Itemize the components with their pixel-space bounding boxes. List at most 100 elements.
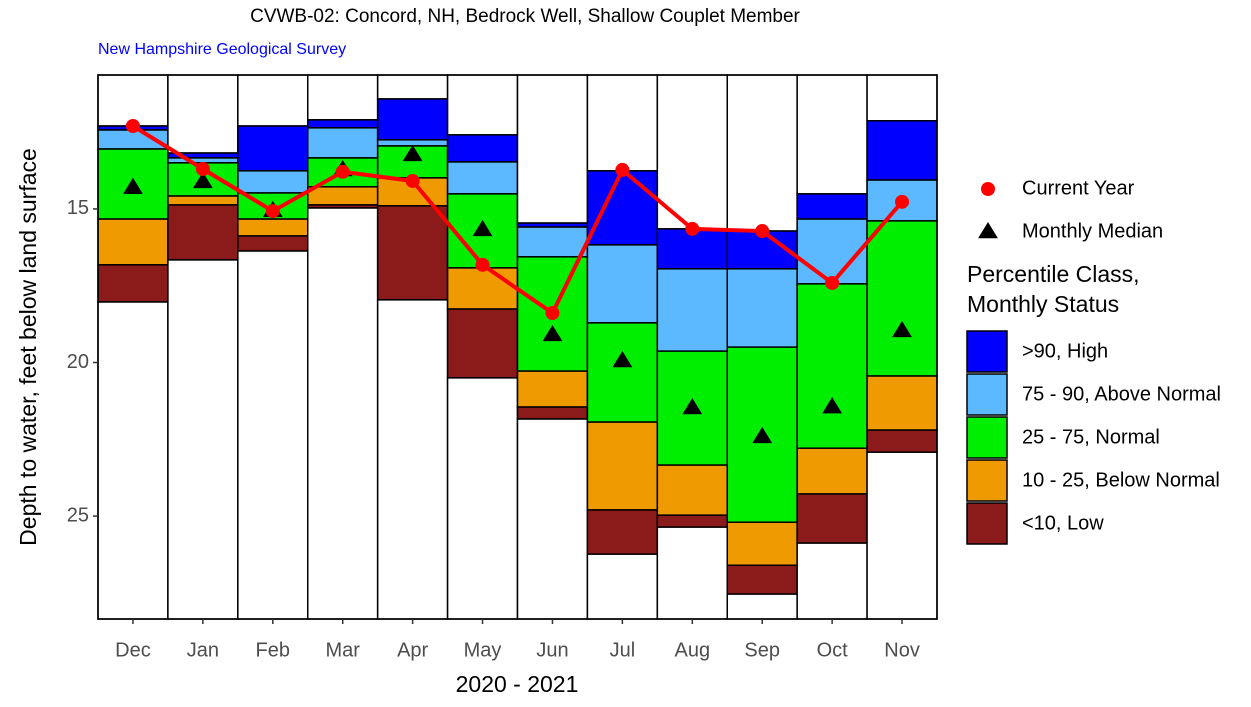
plot-border (97, 74, 938, 620)
legend-label: 25 - 75, Normal (1022, 426, 1160, 448)
current-year-point (195, 161, 210, 176)
record-box (376, 299, 449, 620)
bar-segment (307, 127, 379, 159)
record-box (307, 74, 379, 121)
record-box (586, 553, 659, 620)
record-box (866, 451, 938, 620)
bar-segment (237, 218, 309, 237)
bar-segment (586, 509, 659, 555)
legend-label: <10, Low (1022, 512, 1104, 534)
bar-segment (726, 564, 798, 595)
y-axis-label: Depth to water, feet below land surface (15, 148, 41, 546)
record-box (656, 526, 728, 620)
current-year-point (755, 224, 770, 239)
current-year-point (825, 275, 840, 290)
record-box (376, 74, 449, 100)
x-axis-label: 2020 - 2021 (456, 671, 579, 697)
bar-segment (586, 421, 659, 511)
bar-segment (866, 220, 938, 377)
bar-segment (866, 375, 938, 431)
chart-subtitle: New Hampshire Geological Survey (98, 41, 346, 58)
record-box (446, 377, 519, 620)
bar-segment (167, 195, 239, 206)
x-tick-label: Jun (536, 639, 568, 661)
legend-swatch (966, 330, 1008, 373)
bar-segment (516, 226, 589, 258)
median-marker (192, 171, 213, 189)
y-tick-label: 25 (67, 504, 89, 526)
bar-segment (376, 205, 449, 301)
bar-segment (586, 322, 659, 423)
record-box (97, 301, 169, 620)
record-box (307, 207, 379, 620)
bar-segment (796, 193, 868, 220)
bar-segment (446, 267, 519, 310)
median-marker (892, 320, 912, 338)
median-marker (822, 397, 843, 414)
legend-label: Current Year (1022, 177, 1135, 199)
legend-label: 75 - 90, Above Normal (1022, 383, 1221, 405)
median-marker (472, 219, 493, 237)
median-marker (123, 177, 143, 195)
median-marker (752, 426, 773, 444)
x-tick-label: Dec (115, 639, 151, 661)
legend-label: 10 - 25, Below Normal (1022, 469, 1220, 491)
bar-segment (97, 218, 169, 266)
current-year-point (335, 164, 350, 179)
legend-swatch (966, 459, 1008, 502)
current-year-point (545, 306, 560, 321)
current-year-point (895, 194, 910, 209)
record-box (516, 418, 589, 620)
bar-segment (656, 350, 728, 466)
record-box (516, 74, 589, 224)
bar-segment (446, 161, 519, 195)
x-tick-label: Jan (187, 639, 219, 661)
legend-label: >90, High (1022, 340, 1108, 362)
bar-segment (866, 120, 938, 181)
x-tick-label: Sep (744, 639, 780, 661)
record-box (167, 259, 239, 620)
bar-segment (656, 268, 728, 352)
record-box (167, 74, 239, 154)
bar-segment (237, 125, 309, 172)
record-box (656, 74, 728, 230)
bar-segment (376, 98, 449, 141)
record-box (586, 74, 659, 172)
legend-label: Monthly Median (1022, 220, 1163, 242)
current-year-point (265, 204, 280, 219)
bar-segment (516, 406, 589, 420)
legend-symbol (978, 222, 998, 239)
bar-segment (586, 244, 659, 324)
bar-segment (726, 521, 798, 566)
record-box (726, 74, 798, 232)
bar-segment (796, 493, 868, 544)
x-tick-label: Mar (325, 639, 360, 661)
current-year-point (615, 162, 630, 177)
x-tick-label: Jul (610, 639, 636, 661)
median-marker (402, 144, 423, 162)
median-marker (612, 351, 633, 368)
x-tick-label: May (464, 639, 502, 661)
record-box (446, 74, 519, 136)
bar-segment (866, 429, 938, 453)
x-tick-label: Nov (884, 639, 920, 661)
current-year-point (405, 173, 420, 188)
bar-segment (796, 283, 868, 449)
bar-segment (237, 170, 309, 194)
record-box (97, 74, 169, 127)
bar-segment (307, 119, 379, 129)
legend-symbol (981, 182, 995, 196)
bar-segment (656, 514, 728, 528)
bar-segment (446, 134, 519, 163)
record-box (796, 542, 868, 620)
median-marker (682, 398, 703, 415)
legend-title: Percentile Class, (967, 261, 1140, 287)
record-box (866, 74, 938, 122)
bar-segment (656, 464, 728, 516)
legend-swatch (966, 416, 1008, 459)
x-tick-label: Oct (817, 639, 849, 661)
current-year-point (475, 257, 490, 272)
bar-segment (167, 204, 239, 261)
record-box (726, 593, 798, 620)
legend-swatch (966, 373, 1008, 416)
